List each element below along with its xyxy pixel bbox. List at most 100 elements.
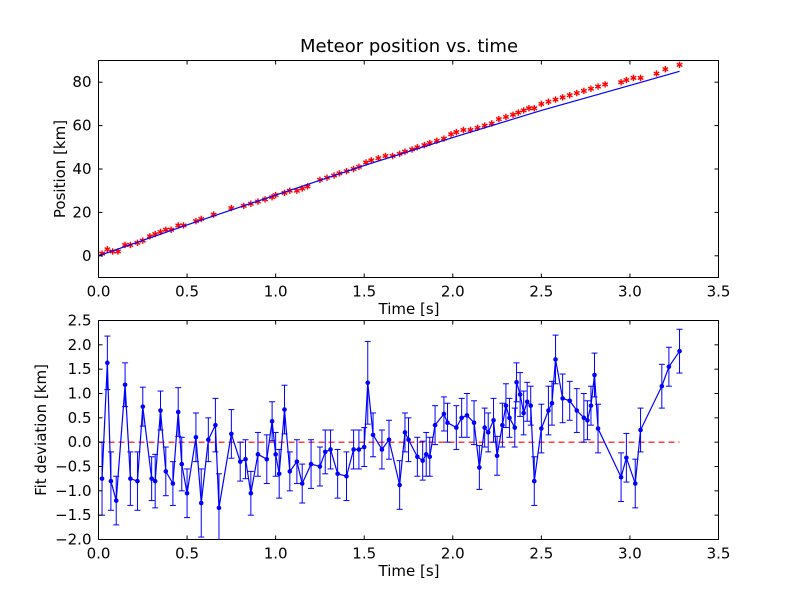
deviation-plot-ylabel: Fit deviation [km] (32, 364, 50, 496)
deviation-point (344, 473, 349, 479)
position-marker-stroke (460, 127, 467, 133)
deviation-point (585, 417, 590, 423)
position-marker-stroke (162, 227, 169, 232)
position-plot-x-tick-label: 0.5 (175, 283, 199, 301)
deviation-point (105, 360, 110, 366)
deviation-point (229, 431, 234, 437)
position-marker (587, 85, 595, 92)
deviation-point (491, 417, 496, 423)
position-marker (594, 83, 602, 90)
deviation-point (158, 408, 163, 413)
position-marker-stroke (426, 140, 433, 146)
position-plot-marks (98, 61, 683, 257)
deviation-point (415, 454, 420, 460)
deviation-point (113, 498, 119, 503)
position-plot-x-tick-label: 3.5 (707, 283, 731, 301)
deviation-point (108, 478, 114, 484)
deviation-plot-xlabel: Time [s] (378, 562, 440, 580)
deviation-point (595, 426, 601, 431)
deviation-plot-y-tick-label: 2.0 (68, 336, 92, 354)
position-marker-stroke (481, 123, 488, 128)
position-marker (566, 92, 573, 99)
deviation-point (163, 469, 169, 474)
fit-line (98, 70, 680, 257)
deviation-point (632, 481, 638, 486)
deviation-point (213, 422, 218, 428)
position-marker (653, 70, 660, 77)
position-marker-stroke (623, 77, 630, 83)
deviation-point (206, 437, 211, 443)
position-marker-stroke (525, 106, 533, 111)
position-marker-stroke (368, 158, 375, 163)
deviation-point (184, 490, 190, 496)
position-marker-stroke (152, 231, 159, 237)
position-plot: Meteor position vs. time 0.0 0.5 1.0 1.5 2.0… (51, 36, 730, 318)
position-marker-stroke (580, 88, 588, 94)
deviation-plot: 0.0 0.5 1.0 1.5 2.0 2.5 3.0 3.5 −2.0 −1.5 −1.0 −0.5… (32, 312, 730, 581)
deviation-point (553, 357, 558, 362)
position-marker-stroke (104, 247, 111, 252)
deviation-plot-x-tick-label: 1.0 (264, 545, 288, 563)
deviation-plot-y-tick-label: −2.0 (55, 531, 91, 549)
position-plot-y-tick-label: 80 (72, 73, 91, 91)
position-marker-stroke (538, 101, 545, 107)
deviation-point (445, 420, 450, 426)
deviation-point (216, 505, 222, 511)
deviation-point (546, 408, 551, 413)
position-plot-title: Meteor position vs. time (300, 36, 518, 57)
deviation-point (567, 398, 572, 404)
deviation-plot-x-tick-label: 3.5 (707, 545, 731, 563)
position-marker-stroke (210, 212, 217, 217)
deviation-point (581, 415, 587, 421)
deviation-point (531, 478, 537, 484)
position-marker (580, 87, 588, 95)
deviation-point (549, 400, 555, 406)
deviation-point (432, 422, 438, 428)
deviation-plot-x-tick-label: 0.5 (175, 545, 199, 563)
deviation-point (666, 364, 672, 370)
position-marker-stroke (440, 136, 448, 141)
deviation-point (517, 392, 523, 397)
deviation-point (308, 461, 314, 467)
position-marker-stroke (175, 223, 182, 228)
deviation-point (420, 458, 425, 463)
position-marker-stroke (474, 125, 481, 130)
position-marker-stroke (157, 229, 164, 235)
position-marker (375, 154, 382, 162)
position-marker-stroke (447, 132, 455, 137)
position-marker-stroke (587, 86, 595, 91)
deviation-point (128, 476, 133, 481)
position-marker (509, 111, 517, 118)
position-marker-stroke (146, 234, 154, 239)
deviation-point (521, 410, 526, 416)
deviation-point (507, 415, 512, 421)
position-plot-x-tick-label: 3.0 (618, 283, 642, 301)
deviation-point (524, 399, 530, 405)
deviation-point (351, 447, 356, 452)
deviation-point (269, 418, 275, 424)
deviation-point (317, 464, 323, 469)
deviation-point (299, 481, 305, 486)
position-plot-x-tick-label: 1.0 (264, 283, 288, 301)
position-plot-x-tick-label: 1.5 (352, 283, 376, 301)
deviation-point (370, 432, 376, 438)
position-marker (453, 128, 460, 136)
position-marker-stroke (198, 216, 205, 222)
deviation-point (99, 476, 105, 481)
deviation-point (255, 452, 261, 457)
position-marker (368, 157, 375, 164)
deviation-point (514, 380, 519, 385)
position-marker-stroke (114, 249, 122, 254)
position-marker-stroke (545, 99, 552, 104)
position-marker (447, 131, 455, 138)
deviation-point (282, 407, 287, 412)
position-marker-stroke (228, 205, 235, 211)
deviation-point (335, 471, 340, 477)
position-marker-stroke (552, 97, 559, 102)
deviation-point (528, 403, 534, 408)
deviation-point (659, 383, 665, 389)
position-marker-stroke (662, 66, 669, 72)
deviation-point (485, 430, 491, 435)
position-plot-x-tick-label: 2.0 (441, 283, 465, 301)
deviation-point (406, 437, 411, 443)
